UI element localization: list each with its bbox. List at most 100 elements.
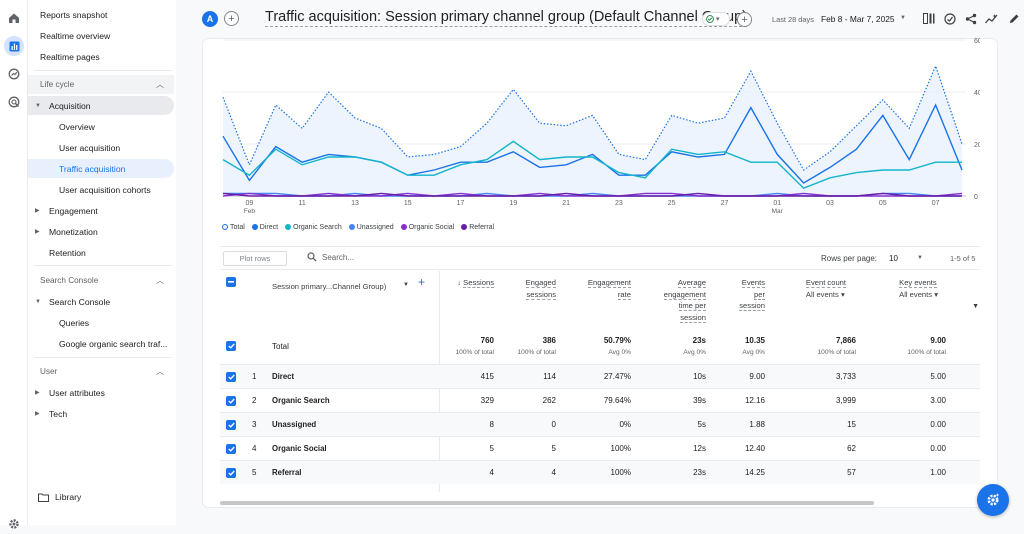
col-avg-engagement-time[interactable]: Average engagement time per session — [663, 277, 706, 323]
rows-per-page-caret-icon[interactable]: ▼ — [917, 255, 923, 261]
nav-user-acquisition[interactable]: User acquisition — [59, 142, 121, 153]
row-channel-name[interactable]: Referral — [272, 468, 302, 477]
table-row[interactable]: 5 Referral 4 4 100% 23s 14.25 57 1.00 — [220, 460, 980, 484]
add-dimension-button[interactable]: + — [418, 275, 426, 289]
nav-overview[interactable]: Overview — [59, 121, 95, 132]
col-eps-line2: per — [754, 289, 765, 300]
col-engaged-sessions[interactable]: Engaged sessions — [525, 277, 556, 300]
legend-unassigned[interactable]: Unassigned — [348, 224, 394, 231]
row-channel-name[interactable]: Unassigned — [272, 420, 317, 429]
nav-retention[interactable]: Retention — [49, 247, 86, 258]
dimension-header[interactable]: Session primary...Channel Group) — [272, 281, 386, 293]
compare-icon[interactable] — [942, 11, 957, 26]
rows-per-page-select[interactable]: 10 — [889, 254, 898, 263]
date-range-value[interactable]: Feb 8 - Mar 7, 2025 — [821, 14, 895, 24]
legend-referral[interactable]: Referral — [461, 224, 494, 231]
comparison-avatar[interactable]: A — [202, 11, 218, 27]
nav-traffic-acquisition[interactable]: Traffic acquisition — [28, 159, 174, 178]
table-row[interactable]: 3 Unassigned 8 0 0% 5s 1.88 15 0.00 — [220, 412, 980, 436]
legend-organic-social[interactable]: Organic Social — [400, 224, 454, 231]
row-checkbox[interactable] — [226, 468, 236, 478]
col-sessions[interactable]: ↓ Sessions — [457, 277, 494, 289]
insights-icon[interactable] — [984, 11, 999, 26]
library-link[interactable]: Library — [38, 492, 81, 502]
advertising-icon[interactable] — [4, 92, 24, 112]
search-console-section-header[interactable]: Search Console ︿ — [28, 271, 174, 290]
caret-down-icon: ▼ — [35, 298, 41, 305]
row-checkbox[interactable] — [226, 372, 236, 382]
plot-rows-button[interactable]: Plot rows — [223, 251, 287, 266]
col-ec-filter[interactable]: All events ▾ — [806, 290, 845, 299]
total-row-checkbox[interactable] — [226, 341, 236, 351]
dimension-caret-icon[interactable]: ▼ — [403, 282, 409, 288]
nav-realtime-pages[interactable]: Realtime pages — [40, 51, 100, 62]
horizontal-scrollbar[interactable] — [220, 501, 874, 505]
assistant-fab[interactable] — [977, 484, 1009, 516]
user-header-label: User — [40, 367, 58, 376]
row-channel-name[interactable]: Organic Social — [272, 444, 327, 453]
customize-report-icon[interactable] — [921, 11, 936, 26]
row-checkbox[interactable] — [226, 444, 236, 454]
row-engagement-rate: 79.64% — [603, 396, 631, 405]
nav-tech[interactable]: ▶ Tech — [28, 404, 174, 423]
chevron-up-icon: ︿ — [156, 80, 164, 89]
settings-icon[interactable] — [4, 514, 24, 534]
nav-queries[interactable]: Queries — [59, 317, 90, 328]
col-key-events[interactable]: Key events All events ▾ — [899, 277, 938, 300]
reports-icon[interactable] — [4, 36, 24, 56]
y-tick-label: 0 — [974, 194, 978, 201]
row-channel-name[interactable]: Direct — [272, 372, 295, 381]
row-index: 4 — [252, 444, 257, 453]
user-section-header[interactable]: User ︿ — [28, 362, 174, 381]
date-range-label[interactable]: Last 28 days — [772, 15, 814, 24]
nav-user-acquisition-cohorts[interactable]: User acquisition cohorts — [59, 184, 151, 195]
search-input[interactable]: Search... — [307, 252, 354, 262]
row-index: 1 — [252, 372, 257, 381]
row-avg-time: 39s — [693, 396, 706, 405]
nav-acquisition[interactable]: ▼ Acquisition — [28, 96, 174, 115]
row-key-events: 0.00 — [930, 420, 946, 429]
row-channel-name[interactable]: Organic Search — [272, 396, 330, 405]
scroll-columns-caret-icon[interactable]: ▼ — [972, 303, 979, 310]
col-events-per-session[interactable]: Events per session — [739, 277, 765, 312]
col-engaged-line2: sessions — [526, 289, 556, 300]
nav-monetization[interactable]: ▶ Monetization — [28, 222, 174, 241]
col-event-count[interactable]: Event count All events ▾ — [805, 277, 846, 300]
nav-user-attributes[interactable]: ▶ User attributes — [28, 383, 174, 402]
home-icon[interactable] — [4, 8, 24, 28]
row-checkbox[interactable] — [226, 396, 236, 406]
row-events-per-session: 1.88 — [749, 420, 765, 429]
explore-icon[interactable] — [4, 64, 24, 84]
row-checkbox[interactable] — [226, 420, 236, 430]
col-engagement-rate[interactable]: Engagement rate — [587, 277, 631, 300]
nav-google-organic-search[interactable]: Google organic search traf... — [59, 338, 168, 349]
y-tick-label: 60 — [974, 38, 980, 45]
page-title[interactable]: Traffic acquisition: Session primary cha… — [265, 9, 747, 27]
sidebar: Reports snapshot Realtime overview Realt… — [28, 0, 176, 525]
add-button[interactable]: + — [737, 12, 752, 27]
row-engagement-rate: 27.47% — [603, 372, 631, 381]
edit-pencil-icon[interactable] — [1007, 11, 1022, 26]
lifecycle-section-header[interactable]: Life cycle ︿ — [28, 75, 174, 94]
date-caret-icon[interactable]: ▼ — [900, 15, 906, 21]
sidebar-divider — [34, 70, 172, 71]
status-chip[interactable]: ▾ — [702, 12, 730, 26]
share-icon[interactable] — [963, 11, 978, 26]
select-all-checkbox[interactable] — [226, 277, 236, 287]
table-row[interactable]: 1 Direct 415 114 27.47% 10s 9.00 3,733 5.00 — [220, 364, 980, 388]
legend-organic-search[interactable]: Organic Search — [285, 224, 342, 231]
nav-engagement[interactable]: ▶ Engagement — [28, 201, 174, 220]
table-row[interactable]: 4 Organic Social 5 5 100% 12s 12.40 62 0.00 — [220, 436, 980, 460]
table-row[interactable]: 2 Organic Search 329 262 79.64% 39s 12.16 3,999… — [220, 388, 980, 412]
col-ke-filter[interactable]: All events ▾ — [899, 290, 938, 299]
legend-direct[interactable]: Direct — [251, 224, 278, 231]
nav-realtime-overview[interactable]: Realtime overview — [40, 30, 111, 41]
chart-legend: Total Direct Organic Search Unassigned O… — [222, 222, 494, 232]
total-avg-time: 23s — [692, 336, 706, 345]
nav-reports-snapshot[interactable]: Reports snapshot — [40, 9, 108, 20]
add-comparison-button[interactable]: + — [224, 11, 239, 26]
col-eps-line1: Events — [741, 278, 765, 288]
nav-search-console[interactable]: ▼ Search Console — [28, 292, 174, 311]
legend-total[interactable]: Total — [222, 224, 245, 231]
series-line-referral — [222, 192, 962, 197]
